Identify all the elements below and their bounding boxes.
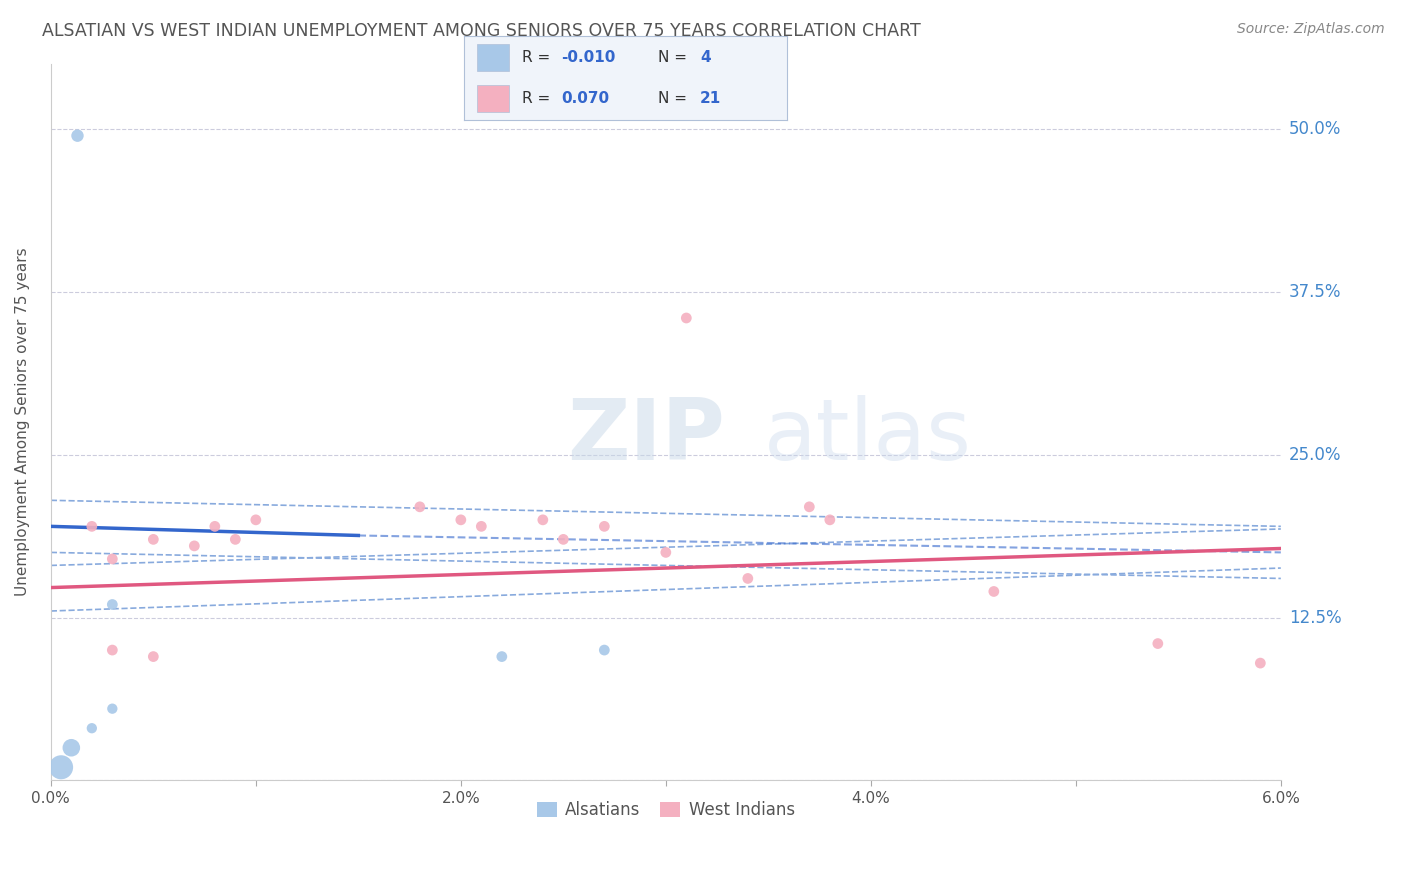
Text: ALSATIAN VS WEST INDIAN UNEMPLOYMENT AMONG SENIORS OVER 75 YEARS CORRELATION CHA: ALSATIAN VS WEST INDIAN UNEMPLOYMENT AMO… <box>42 22 921 40</box>
Point <box>470 519 492 533</box>
Text: 21: 21 <box>700 91 721 106</box>
Text: 0.070: 0.070 <box>561 91 609 106</box>
Y-axis label: Unemployment Among Seniors over 75 years: Unemployment Among Seniors over 75 years <box>15 248 30 597</box>
Text: -0.010: -0.010 <box>561 50 616 65</box>
Point <box>450 513 472 527</box>
Text: R =: R = <box>522 91 555 106</box>
Point <box>245 513 267 527</box>
Point <box>101 701 124 715</box>
Point <box>675 311 697 326</box>
Point <box>531 513 554 527</box>
Text: 50.0%: 50.0% <box>1289 120 1341 138</box>
Text: Source: ZipAtlas.com: Source: ZipAtlas.com <box>1237 22 1385 37</box>
Legend: Alsatians, West Indians: Alsatians, West Indians <box>530 795 801 826</box>
Point <box>409 500 432 514</box>
Text: 25.0%: 25.0% <box>1289 446 1341 464</box>
Point <box>799 500 821 514</box>
Point <box>101 552 124 566</box>
Point <box>983 584 1005 599</box>
Point <box>80 519 103 533</box>
Text: R =: R = <box>522 50 555 65</box>
Text: 4: 4 <box>700 50 710 65</box>
Text: 12.5%: 12.5% <box>1289 608 1341 626</box>
Point <box>183 539 205 553</box>
Point <box>593 519 616 533</box>
Point <box>142 649 165 664</box>
Point <box>1249 656 1271 670</box>
Text: N =: N = <box>658 91 692 106</box>
Point <box>553 533 575 547</box>
Point <box>101 643 124 657</box>
Point <box>60 740 83 755</box>
Point <box>224 533 246 547</box>
Point <box>204 519 226 533</box>
Point <box>142 533 165 547</box>
Point <box>655 545 678 559</box>
Point <box>49 760 72 774</box>
Point <box>1146 636 1168 650</box>
Text: N =: N = <box>658 50 692 65</box>
Point <box>80 721 103 735</box>
Point <box>593 643 616 657</box>
Bar <box>477 85 509 112</box>
Text: 37.5%: 37.5% <box>1289 283 1341 301</box>
Point <box>737 571 759 585</box>
Point <box>101 598 124 612</box>
Point <box>491 649 513 664</box>
Text: ZIP: ZIP <box>568 395 725 478</box>
Text: atlas: atlas <box>765 395 972 478</box>
Point <box>66 128 89 143</box>
Bar <box>477 44 509 71</box>
Point <box>818 513 841 527</box>
